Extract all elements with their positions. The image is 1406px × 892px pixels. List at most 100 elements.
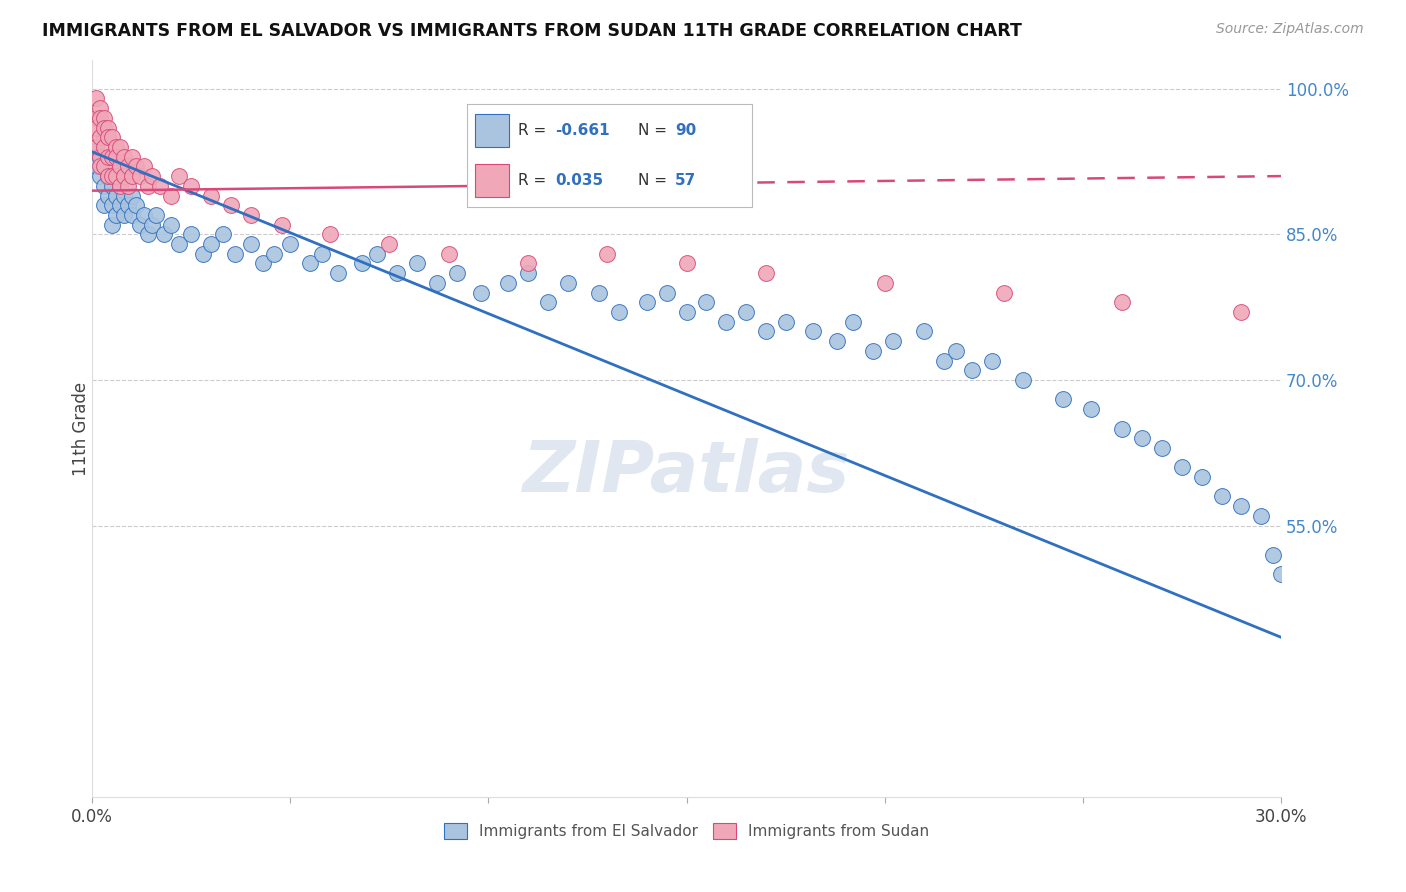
Point	[108, 140, 131, 154]
Point	[112, 150, 135, 164]
Point	[97, 169, 120, 183]
Point	[97, 188, 120, 202]
Point	[180, 178, 202, 193]
Point	[160, 188, 183, 202]
Point	[101, 160, 124, 174]
Point	[1130, 431, 1153, 445]
Point	[108, 178, 131, 193]
Point	[104, 208, 127, 222]
Point	[1261, 548, 1284, 562]
Point	[84, 140, 107, 154]
Point	[117, 198, 139, 212]
Point	[239, 208, 262, 222]
Point	[93, 178, 115, 193]
Point	[1230, 499, 1253, 513]
Point	[557, 276, 579, 290]
Point	[148, 178, 170, 193]
Point	[212, 227, 235, 242]
Point	[945, 343, 967, 358]
Point	[101, 150, 124, 164]
Point	[1012, 373, 1035, 387]
Point	[89, 150, 111, 164]
Point	[84, 111, 107, 125]
Point	[108, 198, 131, 212]
Point	[89, 169, 111, 183]
Point	[84, 140, 107, 154]
Point	[93, 160, 115, 174]
Point	[125, 198, 148, 212]
Point	[366, 246, 388, 260]
Text: ZIPatlas: ZIPatlas	[523, 438, 851, 508]
Point	[200, 188, 222, 202]
Point	[960, 363, 983, 377]
Point	[299, 256, 322, 270]
Point	[934, 353, 956, 368]
Point	[121, 150, 143, 164]
Point	[89, 130, 111, 145]
Point	[1152, 441, 1174, 455]
Point	[263, 246, 285, 260]
Point	[112, 188, 135, 202]
Point	[145, 208, 167, 222]
Point	[141, 169, 163, 183]
Point	[755, 266, 778, 280]
Point	[104, 150, 127, 164]
Point	[675, 305, 697, 319]
Point	[326, 266, 349, 280]
Point	[825, 334, 848, 348]
Point	[101, 218, 124, 232]
Point	[239, 237, 262, 252]
Point	[97, 150, 120, 164]
Point	[1111, 295, 1133, 310]
Point	[152, 227, 174, 242]
Point	[470, 285, 492, 300]
Point	[636, 295, 658, 310]
Point	[121, 208, 143, 222]
Point	[912, 325, 935, 339]
Point	[89, 111, 111, 125]
Point	[108, 160, 131, 174]
Point	[735, 305, 758, 319]
Point	[842, 315, 865, 329]
Point	[136, 178, 159, 193]
Point	[93, 140, 115, 154]
Point	[319, 227, 342, 242]
Point	[755, 325, 778, 339]
Point	[252, 256, 274, 270]
Point	[169, 169, 191, 183]
Point	[191, 246, 214, 260]
Point	[387, 266, 409, 280]
Point	[97, 150, 120, 164]
Point	[426, 276, 449, 290]
Point	[84, 160, 107, 174]
Point	[125, 160, 148, 174]
Point	[596, 246, 619, 260]
Point	[1250, 508, 1272, 523]
Point	[406, 256, 429, 270]
Point	[128, 169, 150, 183]
Point	[104, 169, 127, 183]
Point	[862, 343, 884, 358]
Point	[93, 120, 115, 135]
Point	[271, 218, 294, 232]
Point	[378, 237, 401, 252]
Point	[882, 334, 904, 348]
Point	[200, 237, 222, 252]
Point	[104, 188, 127, 202]
Point	[141, 218, 163, 232]
Point	[101, 169, 124, 183]
Point	[132, 208, 155, 222]
Point	[803, 325, 825, 339]
Point	[136, 227, 159, 242]
Point	[104, 140, 127, 154]
Point	[101, 178, 124, 193]
Point	[437, 246, 460, 260]
Point	[311, 246, 333, 260]
Point	[104, 169, 127, 183]
Point	[93, 198, 115, 212]
Point	[537, 295, 560, 310]
Point	[117, 160, 139, 174]
Text: IMMIGRANTS FROM EL SALVADOR VS IMMIGRANTS FROM SUDAN 11TH GRADE CORRELATION CHAR: IMMIGRANTS FROM EL SALVADOR VS IMMIGRANT…	[42, 22, 1022, 40]
Point	[446, 266, 468, 280]
Point	[89, 150, 111, 164]
